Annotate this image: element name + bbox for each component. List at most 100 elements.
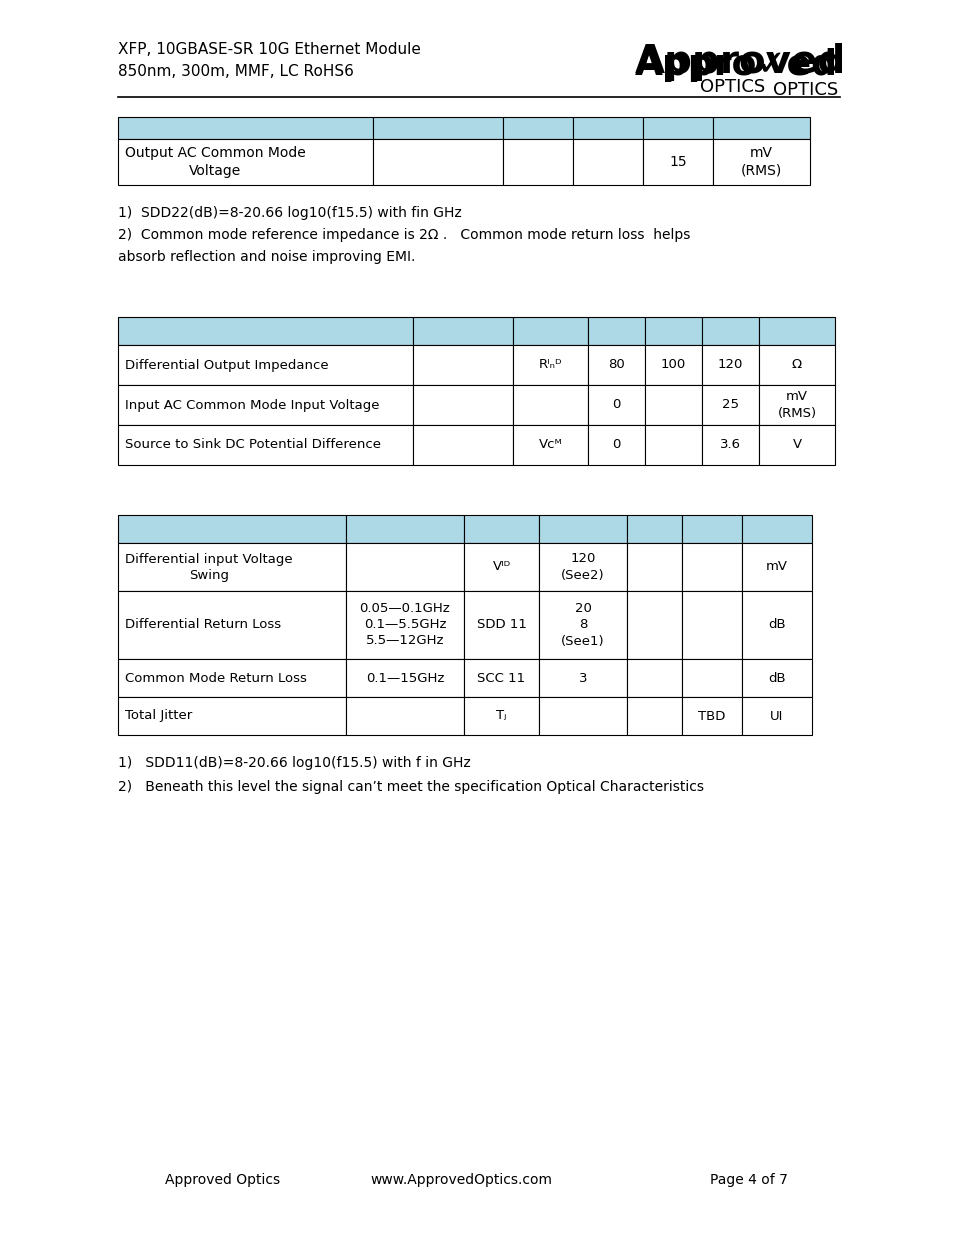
- Bar: [413, 385, 513, 425]
- Text: UI: UI: [769, 709, 782, 722]
- Bar: [626, 515, 681, 543]
- Text: Source to Sink DC Potential Difference: Source to Sink DC Potential Difference: [125, 438, 380, 452]
- Bar: [681, 659, 741, 697]
- Text: SCC 11: SCC 11: [476, 672, 525, 684]
- Bar: [463, 515, 538, 543]
- Text: mV
(RMS): mV (RMS): [777, 390, 816, 420]
- Bar: [373, 117, 502, 140]
- Bar: [538, 659, 626, 697]
- Bar: [741, 592, 811, 659]
- Text: mV: mV: [765, 561, 787, 573]
- Bar: [346, 592, 463, 659]
- Text: 0.05—0.1GHz
0.1—5.5GHz
5.5—12GHz: 0.05—0.1GHz 0.1—5.5GHz 5.5—12GHz: [359, 603, 450, 647]
- Bar: [118, 697, 346, 735]
- Text: OPTICS: OPTICS: [700, 78, 764, 96]
- Text: 0: 0: [612, 438, 620, 452]
- Bar: [681, 592, 741, 659]
- Text: Vᴄᴹ: Vᴄᴹ: [538, 438, 561, 452]
- Text: 0: 0: [612, 399, 620, 411]
- Bar: [118, 117, 373, 140]
- Bar: [712, 117, 809, 140]
- Bar: [502, 140, 573, 185]
- Text: 1)  SDD22(dB)=8-20.66 log10(f15.5) with fin GHz: 1) SDD22(dB)=8-20.66 log10(f15.5) with f…: [118, 206, 461, 220]
- Bar: [373, 140, 502, 185]
- Bar: [701, 317, 759, 345]
- Text: 120: 120: [717, 358, 742, 372]
- Bar: [626, 659, 681, 697]
- Bar: [538, 543, 626, 592]
- Bar: [513, 425, 587, 466]
- Text: TBD: TBD: [698, 709, 725, 722]
- Bar: [642, 140, 712, 185]
- Text: www.ApprovedOptics.com: www.ApprovedOptics.com: [370, 1173, 552, 1187]
- Text: 0.1—15GHz: 0.1—15GHz: [365, 672, 444, 684]
- Text: Differential input Voltage
Swing: Differential input Voltage Swing: [125, 552, 293, 582]
- Text: Differential Return Loss: Differential Return Loss: [125, 619, 281, 631]
- Bar: [759, 385, 834, 425]
- Bar: [413, 345, 513, 385]
- Text: Ω: Ω: [791, 358, 801, 372]
- Bar: [346, 697, 463, 735]
- Text: 20
8
(See1): 20 8 (See1): [560, 603, 604, 647]
- Text: V: V: [792, 438, 801, 452]
- Bar: [513, 345, 587, 385]
- Text: 2)  Common mode reference impedance is 2Ω .   Common mode return loss  helps: 2) Common mode reference impedance is 2Ω…: [118, 228, 690, 242]
- Text: dB: dB: [767, 672, 785, 684]
- Bar: [642, 117, 712, 140]
- Bar: [118, 317, 413, 345]
- Text: 100: 100: [660, 358, 685, 372]
- Bar: [463, 659, 538, 697]
- Bar: [118, 385, 413, 425]
- Text: OPTICS: OPTICS: [772, 82, 837, 99]
- Bar: [701, 385, 759, 425]
- Bar: [573, 140, 642, 185]
- Bar: [644, 425, 701, 466]
- Bar: [118, 592, 346, 659]
- Bar: [538, 515, 626, 543]
- Text: dB: dB: [767, 619, 785, 631]
- Bar: [413, 317, 513, 345]
- Text: mV
(RMS): mV (RMS): [740, 147, 781, 178]
- Text: Rᴵₙᴰ: Rᴵₙᴰ: [538, 358, 561, 372]
- Text: 850nm, 300m, MMF, LC RoHS6: 850nm, 300m, MMF, LC RoHS6: [118, 64, 354, 79]
- Bar: [626, 697, 681, 735]
- Bar: [118, 659, 346, 697]
- Bar: [587, 385, 644, 425]
- Bar: [513, 385, 587, 425]
- Bar: [346, 659, 463, 697]
- Text: 2)   Beneath this level the signal can’t meet the specification Optical Characte: 2) Beneath this level the signal can’t m…: [118, 781, 703, 794]
- Bar: [701, 345, 759, 385]
- Text: Page 4 of 7: Page 4 of 7: [709, 1173, 787, 1187]
- Bar: [346, 543, 463, 592]
- Text: Approved Optics: Approved Optics: [165, 1173, 280, 1187]
- Bar: [741, 515, 811, 543]
- Text: 3.6: 3.6: [720, 438, 740, 452]
- Text: 3: 3: [578, 672, 587, 684]
- Bar: [502, 117, 573, 140]
- Text: Output AC Common Mode
Voltage: Output AC Common Mode Voltage: [125, 147, 305, 178]
- Text: Differential Output Impedance: Differential Output Impedance: [125, 358, 328, 372]
- Text: Tⱼ: Tⱼ: [496, 709, 506, 722]
- Bar: [463, 697, 538, 735]
- Text: Appro✓ed: Appro✓ed: [635, 48, 837, 82]
- Text: 120
(See2): 120 (See2): [560, 552, 604, 582]
- Bar: [626, 543, 681, 592]
- Text: XFP, 10GBASE-SR 10G Ethernet Module: XFP, 10GBASE-SR 10G Ethernet Module: [118, 42, 420, 58]
- Bar: [463, 592, 538, 659]
- Bar: [626, 592, 681, 659]
- Bar: [712, 140, 809, 185]
- Bar: [513, 317, 587, 345]
- Bar: [759, 425, 834, 466]
- Text: Common Mode Return Loss: Common Mode Return Loss: [125, 672, 307, 684]
- Bar: [681, 543, 741, 592]
- Text: 1)   SDD11(dB)=8-20.66 log10(f15.5) with f in GHz: 1) SDD11(dB)=8-20.66 log10(f15.5) with f…: [118, 756, 470, 769]
- Text: 25: 25: [721, 399, 739, 411]
- Bar: [118, 425, 413, 466]
- Bar: [538, 697, 626, 735]
- Bar: [741, 543, 811, 592]
- Bar: [413, 425, 513, 466]
- Bar: [681, 515, 741, 543]
- Text: Input AC Common Mode Input Voltage: Input AC Common Mode Input Voltage: [125, 399, 379, 411]
- Text: SDD 11: SDD 11: [476, 619, 526, 631]
- Bar: [587, 425, 644, 466]
